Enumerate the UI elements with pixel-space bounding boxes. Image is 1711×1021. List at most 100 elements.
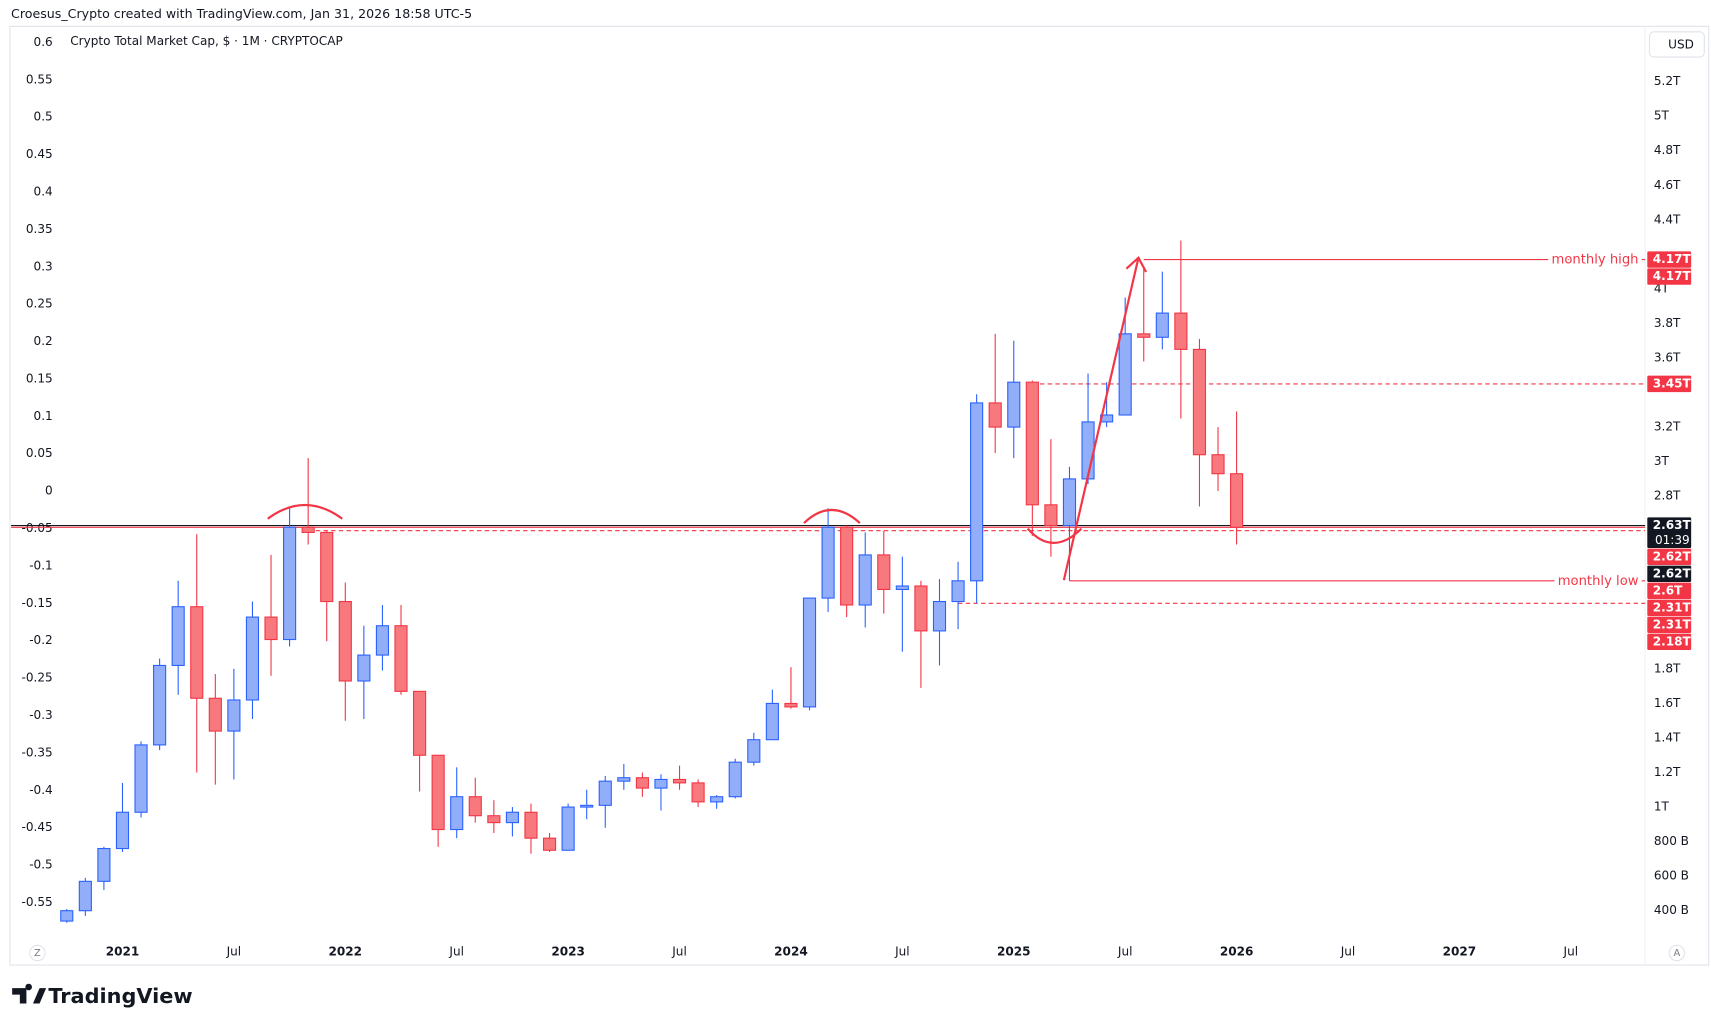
- y-tick-label: 600 B: [1654, 869, 1689, 883]
- price-label-box: [1647, 268, 1692, 285]
- y2-tick-label: -0.5: [29, 858, 53, 872]
- candle-body: [320, 531, 334, 603]
- arrow: [1062, 257, 1140, 581]
- arrow-head: [1125, 255, 1148, 273]
- price-label-box: [1647, 251, 1692, 268]
- candle-body: [951, 580, 965, 603]
- y-tick-label: 4.8T: [1654, 143, 1681, 157]
- brand: TradingView: [12, 983, 193, 1008]
- arc: [267, 503, 343, 520]
- x-tick-label: 2024: [774, 944, 808, 958]
- candle-body: [821, 526, 835, 599]
- credit: Croesus_Crypto created with TradingView.…: [11, 6, 472, 21]
- x-tick-label: Jul: [894, 944, 910, 958]
- price-label: 2.31T: [1653, 600, 1692, 614]
- y2-tick-label: -0.55: [22, 895, 53, 909]
- y2-tick-label: 0.45: [26, 147, 53, 161]
- y-tick-label: 1.4T: [1654, 730, 1681, 744]
- price-label: 4.17T: [1653, 269, 1692, 283]
- y2-tick-label: -0.05: [22, 521, 53, 535]
- y2-tick-label: 0.05: [26, 446, 53, 460]
- brand-logo: [12, 983, 47, 1004]
- y2-tick-label: 0: [45, 484, 53, 498]
- candle-body: [245, 616, 260, 701]
- candle-body: [710, 796, 724, 803]
- y-tick-label: 3.8T: [1654, 316, 1681, 330]
- candle-body: [60, 910, 74, 922]
- y2-tick-label: 0.3: [34, 259, 53, 273]
- scale-button[interactable]: [29, 944, 46, 962]
- candle-body: [895, 585, 909, 590]
- candle-body: [375, 625, 390, 656]
- y2-tick-label: -0.4: [29, 783, 53, 797]
- x-tick-label: 2026: [1220, 944, 1254, 958]
- candle-body: [654, 778, 668, 789]
- y-tick-label: 1.8T: [1654, 661, 1681, 675]
- candle-body: [394, 625, 408, 692]
- candle-body: [450, 796, 464, 831]
- scale-button-label[interactable]: A: [1674, 948, 1681, 959]
- price-label-box: [1647, 517, 1692, 549]
- countdown: 01:39: [1655, 533, 1690, 547]
- y2-tick-label: 0.4: [34, 184, 53, 198]
- y-tick-label: 1T: [1654, 800, 1670, 814]
- price-label-box: [1647, 375, 1692, 393]
- candle-body: [1081, 421, 1095, 480]
- price-label: 2.31T: [1653, 617, 1692, 631]
- level-text: monthly high: [1552, 253, 1639, 268]
- candle-body: [598, 780, 612, 806]
- candle-body: [840, 526, 854, 606]
- y-tick-label: 800 B: [1654, 834, 1689, 848]
- scale-button-label[interactable]: Z: [34, 948, 41, 959]
- y-tick-label: 4.4T: [1654, 212, 1681, 226]
- candle-body: [524, 811, 538, 839]
- plot: 0.6 0.55 0.5 0.45 0.4 0.35 0.3 0.25 0.2 0.15 0.1 0.…: [11, 35, 1692, 958]
- y-tick-label: 400 B: [1654, 903, 1689, 917]
- y2-tick-label: -0.2: [29, 633, 53, 647]
- candle-body: [691, 782, 705, 803]
- candle-body: [877, 554, 891, 590]
- price-label-box: [1647, 565, 1692, 583]
- y2-tick-label: 0.35: [26, 222, 53, 236]
- y-tick-label: 1.6T: [1654, 696, 1681, 710]
- scale-button[interactable]: [1668, 944, 1686, 962]
- x-tick-label: 2023: [551, 944, 585, 958]
- candle-body: [747, 739, 761, 763]
- candle-body: [988, 402, 1002, 428]
- y2-tick-label: 0.5: [34, 110, 53, 124]
- arc: [1026, 527, 1083, 544]
- currency-label[interactable]: USD: [1668, 37, 1694, 51]
- y-tick-label: 3.2T: [1654, 420, 1681, 434]
- candle-body: [431, 754, 445, 831]
- candle-body: [784, 702, 798, 708]
- currency-button[interactable]: [1648, 31, 1705, 58]
- y2-tick-label: 0.55: [26, 72, 53, 86]
- price-label: 2.6T: [1653, 583, 1683, 597]
- y2-tick-label: -0.25: [22, 671, 53, 685]
- candle-body: [357, 654, 371, 682]
- candle-body: [338, 600, 352, 682]
- y-tick-label: 5T: [1654, 109, 1670, 123]
- candle-body: [1062, 478, 1077, 527]
- y2-tick-label: -0.3: [29, 708, 53, 722]
- candle-body: [264, 616, 278, 641]
- y-tick-label: 3.6T: [1654, 351, 1681, 365]
- candle-body: [970, 402, 984, 582]
- x-tick-label: 2022: [329, 944, 363, 958]
- y2-tick-label: -0.45: [22, 820, 53, 834]
- candle-body: [802, 597, 817, 708]
- price-label-box: [1647, 616, 1692, 634]
- x-tick-label: Jul: [1117, 944, 1133, 958]
- candle-body: [78, 880, 92, 912]
- candle-body: [1025, 381, 1039, 506]
- candle-body: [1155, 312, 1169, 338]
- candle-body: [542, 837, 557, 851]
- x-tick-label: Jul: [448, 944, 464, 958]
- candle-body: [283, 526, 297, 641]
- candle-body: [97, 847, 111, 882]
- candle-body: [412, 690, 427, 756]
- x-tick-label: Jul: [1340, 944, 1356, 958]
- candle-body: [635, 777, 649, 789]
- candle-body: [115, 811, 130, 850]
- candle-body: [1137, 333, 1151, 338]
